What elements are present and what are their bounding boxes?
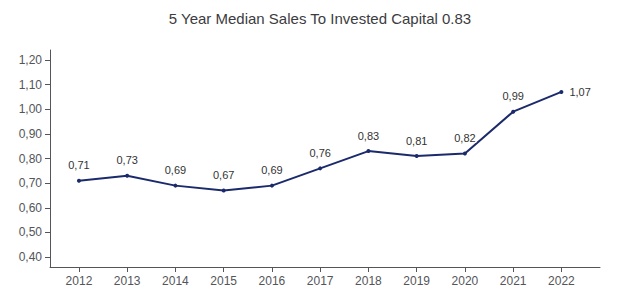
svg-text:2015: 2015 (210, 274, 237, 288)
svg-text:5 Year Median Sales To Investe: 5 Year Median Sales To Invested Capital … (169, 10, 471, 27)
svg-text:0,67: 0,67 (213, 169, 234, 181)
svg-text:0,50: 0,50 (19, 225, 43, 239)
svg-text:0,90: 0,90 (19, 127, 43, 141)
svg-text:2019: 2019 (403, 274, 430, 288)
svg-text:0,73: 0,73 (116, 154, 137, 166)
svg-text:2021: 2021 (500, 274, 527, 288)
svg-text:0,70: 0,70 (19, 176, 43, 190)
svg-text:0,69: 0,69 (165, 164, 186, 176)
svg-text:2022: 2022 (548, 274, 575, 288)
svg-text:2014: 2014 (162, 274, 189, 288)
svg-text:0,82: 0,82 (454, 132, 475, 144)
svg-text:0,83: 0,83 (358, 130, 379, 142)
svg-text:0,69: 0,69 (261, 164, 282, 176)
svg-text:2020: 2020 (452, 274, 479, 288)
svg-text:0,71: 0,71 (68, 159, 89, 171)
svg-text:1,00: 1,00 (19, 102, 43, 116)
svg-text:2018: 2018 (355, 274, 382, 288)
svg-text:1,07: 1,07 (569, 86, 590, 98)
svg-text:0,99: 0,99 (502, 90, 523, 102)
svg-text:0,80: 0,80 (19, 152, 43, 166)
svg-text:0,60: 0,60 (19, 201, 43, 215)
svg-text:2017: 2017 (307, 274, 334, 288)
svg-text:2012: 2012 (66, 274, 93, 288)
svg-text:1,10: 1,10 (19, 78, 43, 92)
svg-text:2016: 2016 (259, 274, 286, 288)
svg-text:2013: 2013 (114, 274, 141, 288)
svg-text:1,20: 1,20 (19, 53, 43, 67)
svg-text:0,81: 0,81 (406, 135, 427, 147)
svg-text:0,40: 0,40 (19, 250, 43, 264)
svg-text:0,76: 0,76 (309, 147, 330, 159)
